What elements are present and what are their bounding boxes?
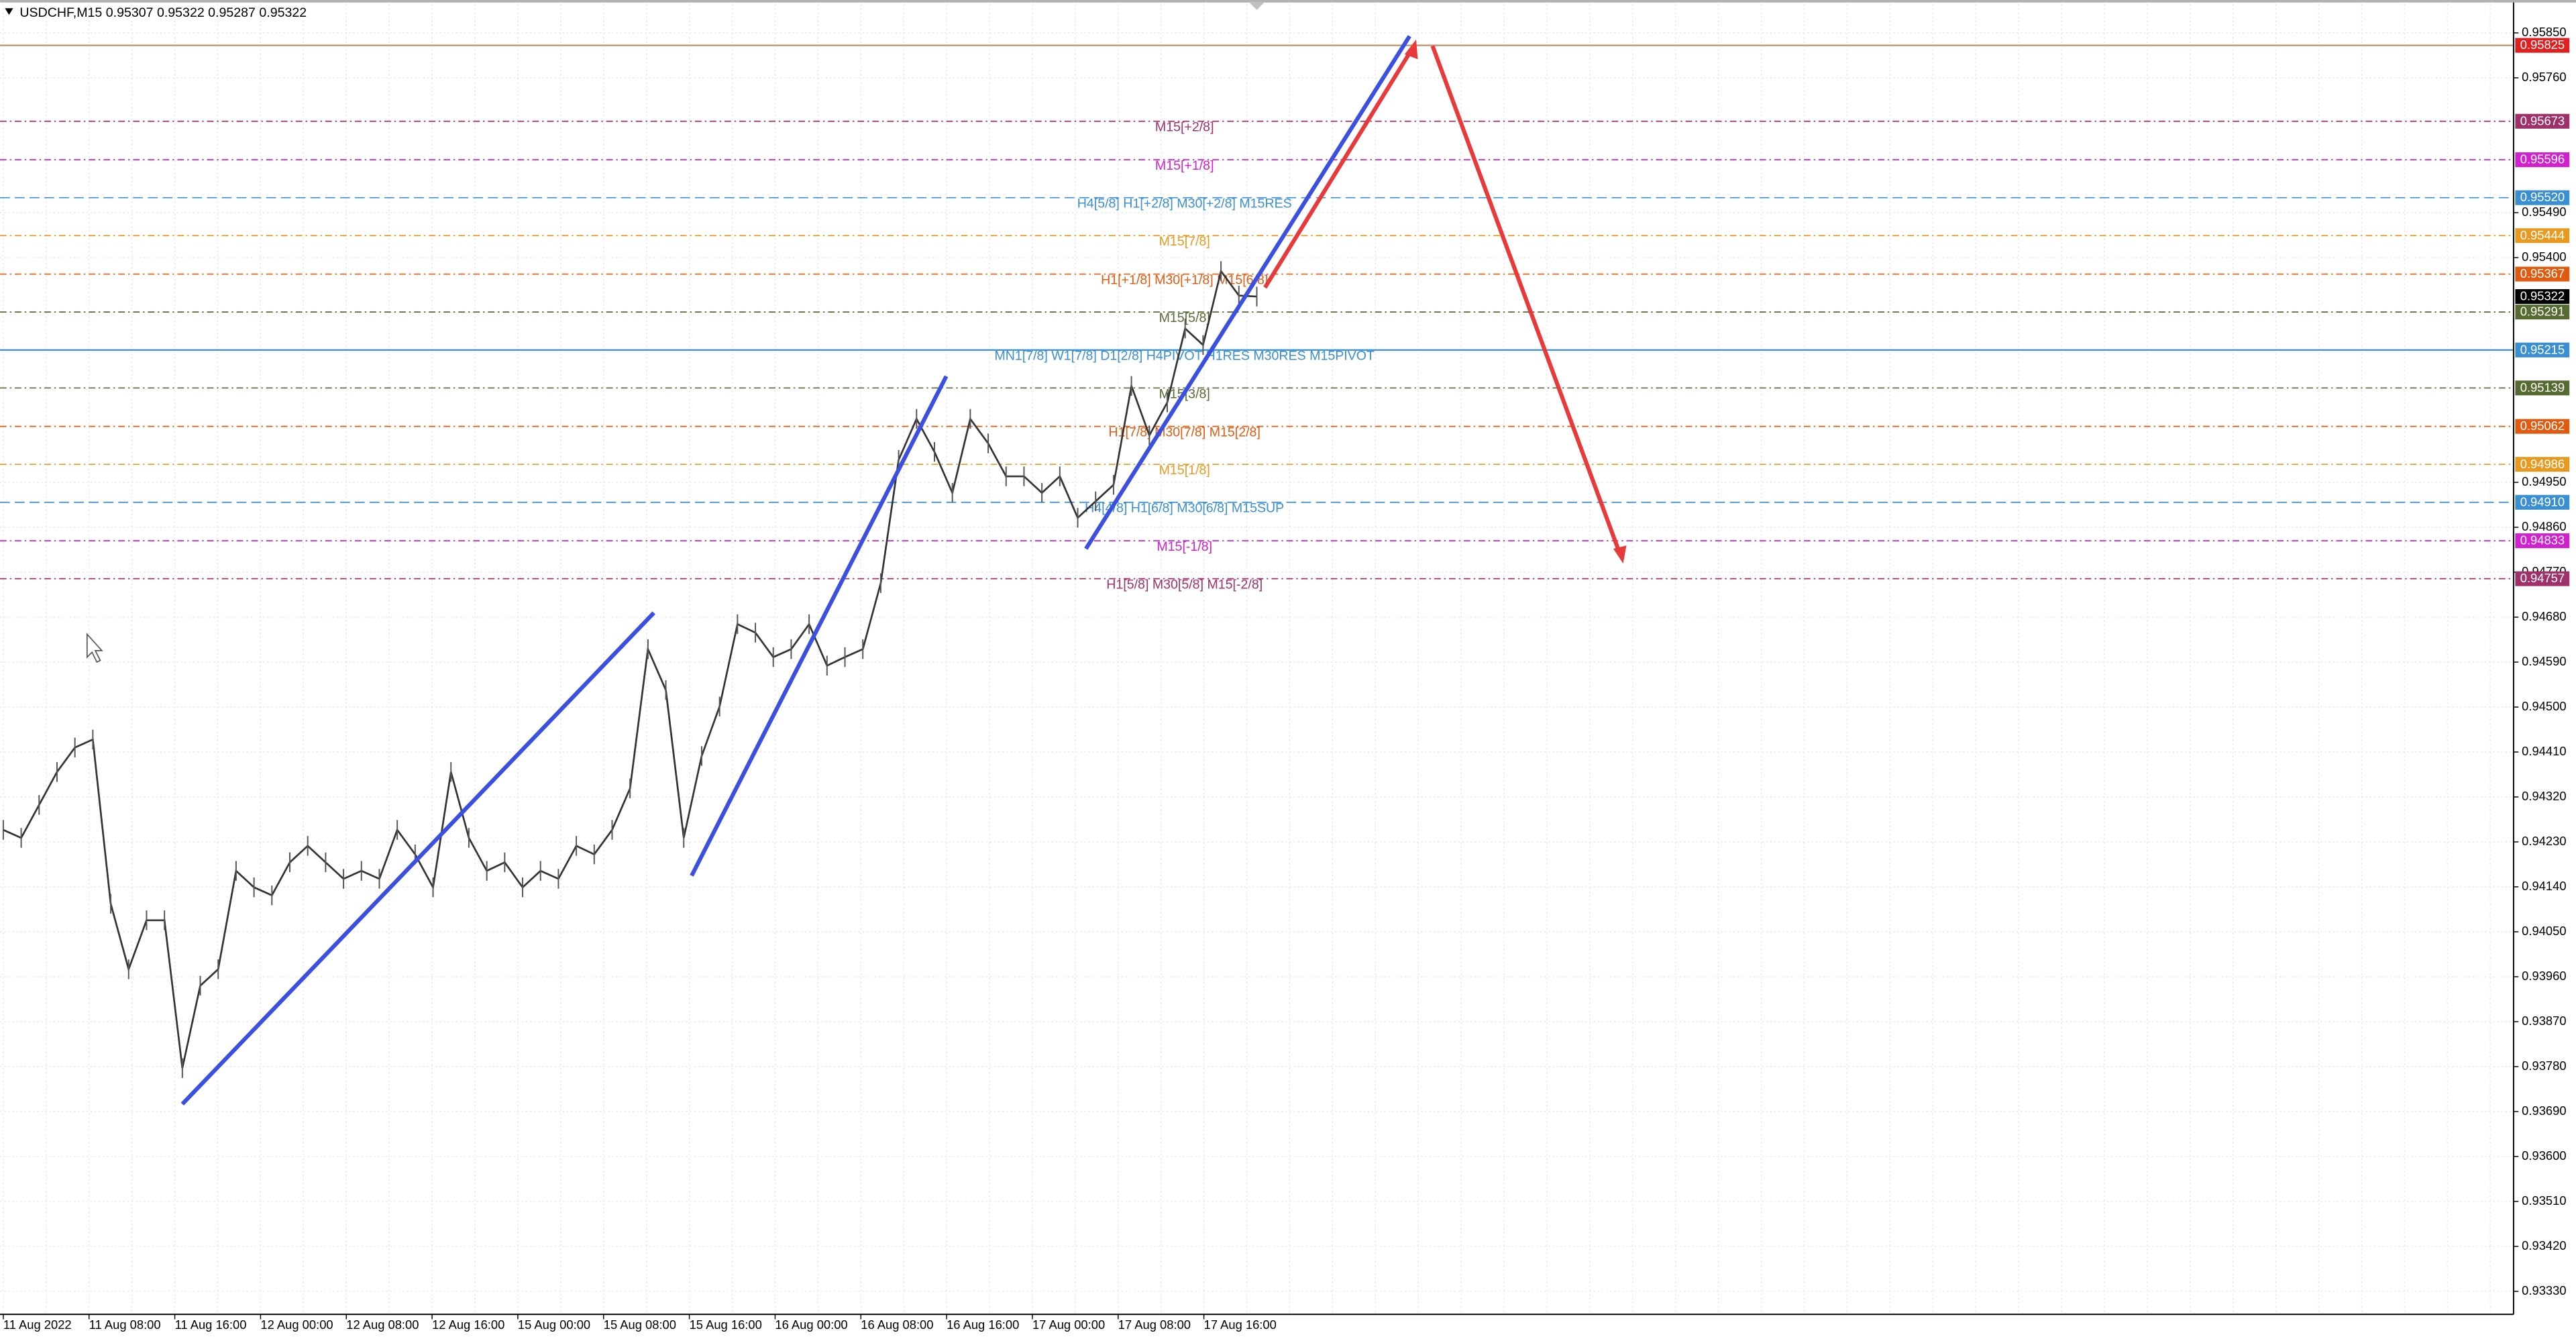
trend-line bbox=[1084, 35, 1411, 550]
trend-line bbox=[690, 375, 949, 877]
price-tick-label: 0.94590 bbox=[2522, 654, 2566, 668]
arrow-head bbox=[1613, 545, 1627, 564]
price-tag-label: 0.95520 bbox=[2520, 190, 2565, 204]
price-tag-label: 0.95322 bbox=[2520, 289, 2565, 303]
price-tick-label: 0.94680 bbox=[2522, 609, 2566, 623]
price-tick-label: 0.94500 bbox=[2522, 699, 2566, 713]
price-tag bbox=[2515, 533, 2570, 549]
level-label: H4[4/8] H1[6/8] M30[6/8] M15SUP bbox=[1085, 501, 1284, 516]
drawings bbox=[180, 35, 1627, 1106]
price-tag-label: 0.95673 bbox=[2520, 113, 2565, 127]
price-tick-label: 0.95490 bbox=[2522, 205, 2566, 219]
price-tick-label: 0.94410 bbox=[2522, 744, 2566, 758]
forecast-arrow bbox=[1430, 45, 1622, 555]
price-tick-label: 0.93780 bbox=[2522, 1059, 2566, 1073]
price-tag-label: 0.95062 bbox=[2520, 419, 2565, 433]
level-label: M15[+2/8] bbox=[1155, 120, 1214, 135]
price-tag bbox=[2515, 228, 2570, 244]
time-label: 11 Aug 08:00 bbox=[89, 1318, 161, 1332]
top-border bbox=[0, 0, 2576, 3]
time-label: 12 Aug 16:00 bbox=[432, 1318, 504, 1332]
price-tag bbox=[2515, 38, 2570, 53]
grid bbox=[0, 0, 2514, 1315]
price-tick-label: 0.93600 bbox=[2522, 1148, 2566, 1163]
time-label: 17 Aug 08:00 bbox=[1118, 1318, 1191, 1332]
time-label: 16 Aug 00:00 bbox=[775, 1318, 847, 1332]
level-label: H4[5/8] H1[+2/8] M30[+2/8] M15RES bbox=[1077, 197, 1292, 211]
price-tag-label: 0.95367 bbox=[2520, 266, 2565, 280]
price-tag bbox=[2515, 457, 2570, 472]
price-tag bbox=[2515, 419, 2570, 434]
time-label: 12 Aug 08:00 bbox=[346, 1318, 419, 1332]
price-tag-label: 0.95291 bbox=[2520, 305, 2565, 319]
level-label: M15[5/8] bbox=[1159, 311, 1210, 325]
price-tag bbox=[2515, 190, 2570, 205]
price-tick-label: 0.95850 bbox=[2522, 25, 2566, 39]
price-tag-label: 0.95444 bbox=[2520, 228, 2565, 242]
price-tag bbox=[2515, 289, 2570, 305]
arrow-head bbox=[1404, 39, 1418, 60]
time-label: 17 Aug 16:00 bbox=[1204, 1318, 1277, 1332]
level-label: H1[5/8] M30[5/8] M15[-2/8] bbox=[1106, 578, 1263, 592]
price-tag bbox=[2515, 571, 2570, 586]
price-tag bbox=[2515, 494, 2570, 510]
price-tag bbox=[2515, 266, 2570, 282]
forecast-arrow bbox=[1263, 46, 1415, 289]
time-label: 15 Aug 16:00 bbox=[690, 1318, 762, 1332]
price-tag-label: 0.95825 bbox=[2520, 38, 2565, 52]
time-label: 16 Aug 16:00 bbox=[947, 1318, 1019, 1332]
level-label: M15[-1/8] bbox=[1157, 539, 1212, 554]
price-tag-label: 0.95215 bbox=[2520, 342, 2565, 356]
scroll-marker bbox=[1248, 1, 1265, 10]
price-tag-label: 0.95139 bbox=[2520, 380, 2565, 394]
symbol-header: USDCHF,M15 0.95307 0.95322 0.95287 0.953… bbox=[19, 5, 307, 20]
price-tick-label: 0.94860 bbox=[2522, 519, 2566, 533]
price-tag bbox=[2515, 342, 2570, 358]
time-label: 15 Aug 08:00 bbox=[604, 1318, 676, 1332]
level-label: MN1[7/8] W1[7/8] D1[2/8] H4PIVOT H1RES M… bbox=[994, 349, 1375, 364]
time-label: 12 Aug 00:00 bbox=[260, 1318, 333, 1332]
time-label: 15 Aug 00:00 bbox=[518, 1318, 590, 1332]
price-tick-label: 0.93330 bbox=[2522, 1283, 2566, 1297]
level-label: H1[7/8] M30[7/8] M15[2/8] bbox=[1109, 425, 1260, 440]
price-tag-label: 0.94757 bbox=[2520, 571, 2565, 585]
price-tick-label: 0.94950 bbox=[2522, 474, 2566, 488]
price-tag bbox=[2515, 305, 2570, 320]
price-tick-label: 0.93960 bbox=[2522, 969, 2566, 983]
price-tag-label: 0.94833 bbox=[2520, 533, 2565, 547]
price-tag bbox=[2515, 380, 2570, 396]
price-tick-label: 0.95760 bbox=[2522, 70, 2566, 84]
mouse-cursor bbox=[86, 633, 103, 663]
price-tick-label: 0.94320 bbox=[2522, 789, 2566, 803]
time-label: 16 Aug 08:00 bbox=[861, 1318, 933, 1332]
axes: 0.95850 0.95760 0.95490 0.95400 0.94950 0.948… bbox=[3, 25, 2570, 1332]
trend-line bbox=[180, 611, 655, 1106]
price-tick-label: 0.93870 bbox=[2522, 1014, 2566, 1028]
price-tick-label: 0.94230 bbox=[2522, 834, 2566, 848]
menu-arrow[interactable] bbox=[5, 8, 13, 15]
level-label: H1[+1/8] M30[+1/8] M15[6/8] bbox=[1101, 273, 1268, 288]
levels: M15[+2/8] M15[+1/8] H4[5/8] H1[+2/8] M30[+… bbox=[0, 44, 2514, 592]
price-tick-label: 0.95400 bbox=[2522, 250, 2566, 264]
price-tag-label: 0.94986 bbox=[2520, 457, 2565, 471]
price-tag bbox=[2515, 152, 2570, 168]
price-trace-group bbox=[2, 261, 1258, 1078]
price-tag-label: 0.94910 bbox=[2520, 494, 2565, 508]
price-tick-label: 0.93420 bbox=[2522, 1238, 2566, 1252]
level-label: M15[+1/8] bbox=[1155, 158, 1214, 173]
price-tick-label: 0.93510 bbox=[2522, 1193, 2566, 1208]
price-tick-label: 0.94050 bbox=[2522, 924, 2566, 938]
price-tick-label: 0.94140 bbox=[2522, 879, 2566, 893]
price-tick-label: 0.93690 bbox=[2522, 1104, 2566, 1118]
level-label: M15[1/8] bbox=[1159, 463, 1210, 478]
time-label: 11 Aug 16:00 bbox=[175, 1318, 247, 1332]
price-tag bbox=[2515, 113, 2570, 129]
time-label: 17 Aug 00:00 bbox=[1032, 1318, 1105, 1332]
level-label: M15[7/8] bbox=[1159, 234, 1210, 249]
price-tag-label: 0.95596 bbox=[2520, 152, 2565, 166]
time-label: 11 Aug 2022 bbox=[3, 1318, 72, 1332]
